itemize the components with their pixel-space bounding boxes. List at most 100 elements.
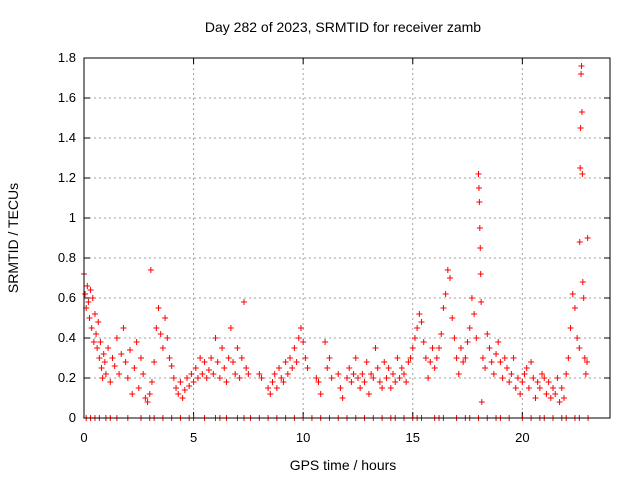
data-point bbox=[501, 355, 508, 361]
data-point bbox=[267, 391, 274, 397]
data-point bbox=[365, 391, 372, 397]
data-point bbox=[181, 387, 188, 393]
data-point bbox=[223, 379, 230, 385]
data-point bbox=[418, 319, 425, 325]
data-point bbox=[124, 375, 131, 381]
data-point bbox=[109, 355, 116, 361]
data-point bbox=[436, 345, 443, 351]
data-point bbox=[361, 379, 368, 385]
data-point bbox=[475, 185, 482, 191]
data-point bbox=[466, 325, 473, 331]
data-point bbox=[420, 339, 427, 345]
data-point bbox=[497, 359, 504, 365]
data-point bbox=[107, 379, 114, 385]
data-point bbox=[102, 371, 109, 377]
data-point bbox=[151, 359, 158, 365]
data-point bbox=[122, 359, 129, 365]
data-point bbox=[508, 371, 515, 377]
data-point bbox=[97, 339, 104, 345]
data-point bbox=[227, 325, 234, 331]
data-point bbox=[278, 375, 285, 381]
data-point bbox=[105, 345, 112, 351]
y-tick-label: 1.4 bbox=[58, 130, 76, 145]
data-point bbox=[221, 365, 228, 371]
data-point bbox=[574, 335, 581, 341]
data-point bbox=[431, 365, 438, 371]
data-point bbox=[304, 365, 311, 371]
data-point bbox=[578, 109, 585, 115]
data-point bbox=[120, 325, 127, 331]
data-point bbox=[539, 371, 546, 377]
data-point bbox=[372, 345, 379, 351]
data-point bbox=[317, 391, 324, 397]
data-point bbox=[216, 375, 223, 381]
data-point bbox=[571, 305, 578, 311]
data-point bbox=[146, 391, 153, 397]
x-tick-label: 15 bbox=[406, 430, 420, 445]
data-point bbox=[453, 355, 460, 361]
data-point bbox=[315, 379, 322, 385]
data-point bbox=[547, 395, 554, 401]
data-point bbox=[166, 355, 173, 361]
data-point bbox=[477, 271, 484, 277]
data-point bbox=[475, 171, 482, 177]
data-point bbox=[85, 299, 92, 305]
data-point bbox=[350, 371, 357, 377]
data-point bbox=[287, 355, 294, 361]
data-point bbox=[192, 365, 199, 371]
data-point bbox=[567, 325, 574, 331]
data-point bbox=[451, 335, 458, 341]
data-point bbox=[381, 359, 388, 365]
data-point bbox=[82, 291, 89, 297]
data-point bbox=[576, 239, 583, 245]
data-point bbox=[543, 391, 550, 397]
data-point bbox=[111, 363, 118, 369]
data-point bbox=[137, 355, 144, 361]
data-point bbox=[91, 311, 98, 317]
data-point bbox=[118, 351, 125, 357]
data-point bbox=[407, 355, 414, 361]
data-point bbox=[179, 395, 186, 401]
data-point bbox=[238, 355, 245, 361]
data-point bbox=[478, 399, 485, 405]
data-point bbox=[503, 365, 510, 371]
data-point bbox=[541, 375, 548, 381]
data-point bbox=[392, 379, 399, 385]
data-point bbox=[425, 375, 432, 381]
data-point bbox=[447, 275, 454, 281]
data-point bbox=[560, 395, 567, 401]
data-point bbox=[530, 375, 537, 381]
y-axis-label: SRMTID / TECUs bbox=[5, 183, 21, 293]
data-point bbox=[582, 371, 589, 377]
data-point bbox=[376, 379, 383, 385]
data-point bbox=[127, 347, 134, 353]
chart-title: Day 282 of 2023, SRMTID for receiver zam… bbox=[205, 19, 481, 35]
data-point bbox=[579, 279, 586, 285]
y-tick-label: 0.6 bbox=[58, 290, 76, 305]
data-point bbox=[473, 335, 480, 341]
y-tick-label: 0.8 bbox=[58, 250, 76, 265]
y-tick-label: 1 bbox=[69, 210, 76, 225]
points-layer bbox=[81, 63, 592, 421]
data-point bbox=[162, 315, 169, 321]
data-point bbox=[297, 325, 304, 331]
data-point bbox=[236, 375, 243, 381]
data-point bbox=[289, 365, 296, 371]
data-point bbox=[170, 375, 177, 381]
data-point bbox=[398, 365, 405, 371]
data-point bbox=[534, 379, 541, 385]
data-point bbox=[517, 391, 524, 397]
data-point bbox=[554, 375, 561, 381]
data-point bbox=[313, 375, 320, 381]
data-point bbox=[563, 371, 570, 377]
data-point bbox=[387, 385, 394, 391]
data-point bbox=[348, 379, 355, 385]
data-point bbox=[576, 345, 583, 351]
data-point bbox=[269, 379, 276, 385]
data-point bbox=[344, 375, 350, 381]
data-point bbox=[471, 311, 478, 317]
data-point bbox=[460, 359, 467, 365]
data-point bbox=[245, 371, 252, 377]
y-tick-label: 0 bbox=[69, 410, 76, 425]
